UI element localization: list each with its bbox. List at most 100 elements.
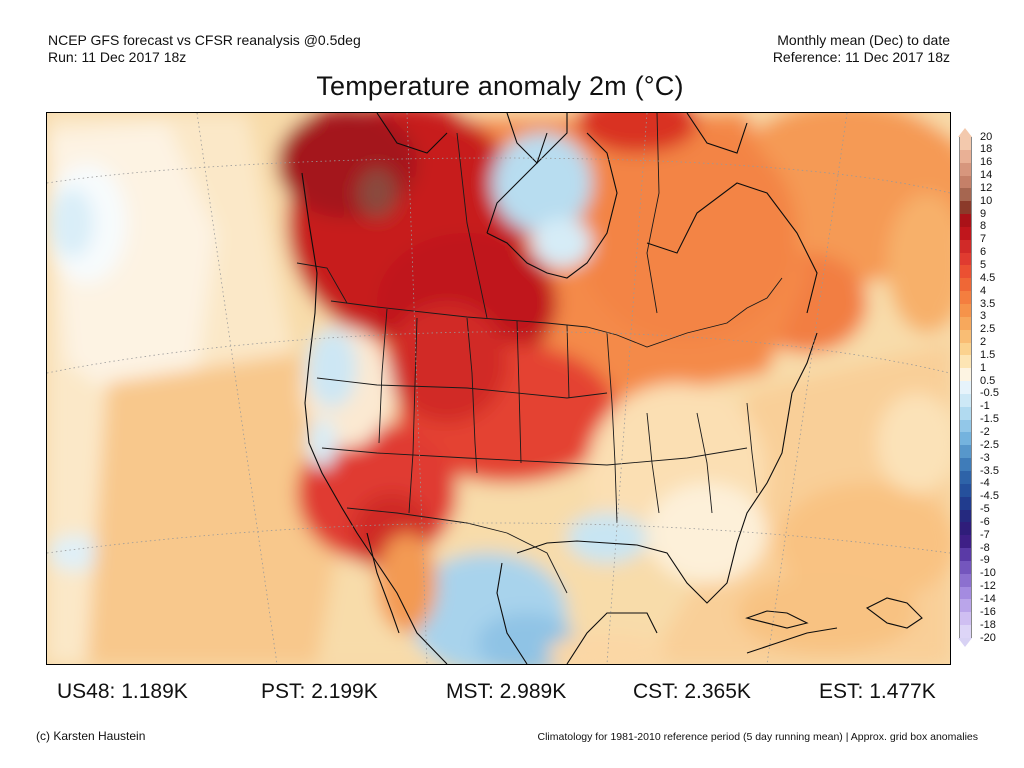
legend-label: 20 bbox=[980, 130, 993, 143]
legend-label: -8 bbox=[980, 541, 990, 554]
header-right: Monthly mean (Dec) to date Reference: 11… bbox=[773, 32, 950, 66]
legend-label: 3.5 bbox=[980, 297, 996, 310]
legend-label: 1 bbox=[980, 361, 987, 374]
color-legend: 20 18 16 14 12 10 9 8 7 6 5 4.5 4 3.5 3 2.5 2 1.5 1 0.5 -0.5… bbox=[958, 128, 1024, 648]
stat-cst: CST: 2.365K bbox=[633, 680, 751, 703]
legend-swatch bbox=[959, 304, 972, 318]
legend-swatch bbox=[959, 419, 972, 433]
legend-swatch bbox=[959, 471, 972, 485]
legend-label: -10 bbox=[980, 567, 996, 580]
legend-label: 8 bbox=[980, 220, 987, 233]
legend-label: -14 bbox=[980, 592, 996, 605]
legend-swatch bbox=[959, 535, 972, 549]
legend-swatch bbox=[959, 175, 972, 189]
legend-label: 4.5 bbox=[980, 271, 996, 284]
legend-label: 10 bbox=[980, 194, 993, 207]
legend-label: -3.5 bbox=[980, 464, 999, 477]
legend-label: 2 bbox=[980, 336, 987, 349]
legend-swatch bbox=[959, 188, 972, 202]
legend-swatch bbox=[959, 291, 972, 305]
legend-swatch bbox=[959, 458, 972, 472]
legend-label: -2 bbox=[980, 425, 990, 438]
legend-swatch bbox=[959, 599, 972, 613]
stat-mst: MST: 2.989K bbox=[446, 680, 567, 703]
stat-us48: US48: 1.189K bbox=[57, 680, 188, 703]
legend-swatch bbox=[959, 548, 972, 562]
legend-label: -1 bbox=[980, 400, 990, 413]
legend-swatch bbox=[959, 342, 972, 356]
legend-label: -0.5 bbox=[980, 387, 999, 400]
legend-label: -4.5 bbox=[980, 490, 999, 503]
map-title: Temperature anomaly 2m (°C) bbox=[316, 71, 684, 101]
legend-swatch bbox=[959, 252, 972, 266]
stat-pst: PST: 2.199K bbox=[261, 680, 378, 703]
header-left: NCEP GFS forecast vs CFSR reanalysis @0.… bbox=[48, 32, 361, 66]
legend-swatch bbox=[959, 393, 972, 408]
anomaly-field bbox=[47, 113, 950, 664]
legend-label: -7 bbox=[980, 528, 990, 541]
legend-swatch bbox=[959, 149, 972, 164]
legend-swatch bbox=[959, 381, 972, 395]
legend-lower-arrow bbox=[958, 638, 972, 647]
legend-label: 16 bbox=[980, 156, 993, 169]
legend-swatch bbox=[959, 612, 972, 626]
legend-label: 2.5 bbox=[980, 323, 996, 336]
legend-swatch bbox=[959, 483, 972, 498]
legend-upper-arrow bbox=[958, 128, 972, 137]
legend-swatch bbox=[959, 355, 972, 369]
legend-swatch bbox=[959, 432, 972, 446]
legend-swatch bbox=[959, 625, 972, 639]
legend-label: 3 bbox=[980, 310, 987, 323]
legend-label: -5 bbox=[980, 503, 990, 516]
legend-label: 12 bbox=[980, 181, 993, 194]
legend-swatch bbox=[959, 445, 972, 459]
model-description: NCEP GFS forecast vs CFSR reanalysis @0.… bbox=[48, 32, 361, 48]
legend-label: 6 bbox=[980, 246, 987, 259]
legend-swatch bbox=[959, 265, 972, 279]
legend-label: 18 bbox=[980, 143, 993, 156]
legend-label: 5 bbox=[980, 258, 987, 271]
legend-label: -4 bbox=[980, 477, 990, 490]
legend-label: -20 bbox=[980, 631, 996, 644]
legend-swatch bbox=[959, 522, 972, 536]
legend-swatch bbox=[959, 162, 972, 176]
averaging-period: Monthly mean (Dec) to date bbox=[777, 32, 950, 48]
legend-label: -18 bbox=[980, 618, 996, 631]
legend-swatch bbox=[959, 368, 972, 382]
legend-swatch bbox=[959, 586, 972, 600]
legend-swatch bbox=[959, 573, 972, 587]
reference-time: Reference: 11 Dec 2017 18z bbox=[772, 49, 950, 65]
regional-means: US48: 1.189K PST: 2.199K MST: 2.989K CST… bbox=[0, 680, 1024, 706]
run-time: Run: 11 Dec 2017 18z bbox=[48, 49, 187, 65]
legend-label: 14 bbox=[980, 169, 993, 182]
legend-swatch bbox=[959, 406, 972, 420]
anomaly-map bbox=[46, 112, 951, 665]
stat-est: EST: 1.477K bbox=[819, 680, 936, 703]
climatology-note: Climatology for 1981-2010 reference peri… bbox=[537, 731, 978, 743]
legend-label: 9 bbox=[980, 207, 987, 220]
legend-swatch bbox=[959, 201, 972, 215]
legend-label: -16 bbox=[980, 605, 996, 618]
legend-swatch bbox=[959, 214, 972, 228]
legend-label: -2.5 bbox=[980, 438, 999, 451]
legend-swatch bbox=[959, 509, 972, 523]
boundaries bbox=[296, 113, 783, 594]
legend-label: -6 bbox=[980, 515, 990, 528]
legend-swatch bbox=[959, 329, 972, 343]
legend-swatch bbox=[959, 239, 972, 253]
legend-label: -12 bbox=[980, 580, 996, 593]
legend-swatch bbox=[959, 226, 972, 241]
legend-swatch bbox=[959, 137, 972, 151]
legend-label: -1.5 bbox=[980, 413, 999, 426]
legend-label: -3 bbox=[980, 451, 990, 464]
legend-label: -9 bbox=[980, 554, 990, 567]
legend-swatch bbox=[959, 496, 972, 510]
legend-label: 4 bbox=[980, 284, 987, 297]
legend-label: 1.5 bbox=[980, 348, 996, 361]
legend-label: 7 bbox=[980, 233, 987, 246]
legend-label: 0.5 bbox=[980, 374, 996, 387]
coastlines bbox=[301, 113, 923, 664]
graticule bbox=[47, 113, 950, 664]
legend-swatch bbox=[959, 316, 972, 331]
legend-swatch bbox=[959, 560, 972, 575]
